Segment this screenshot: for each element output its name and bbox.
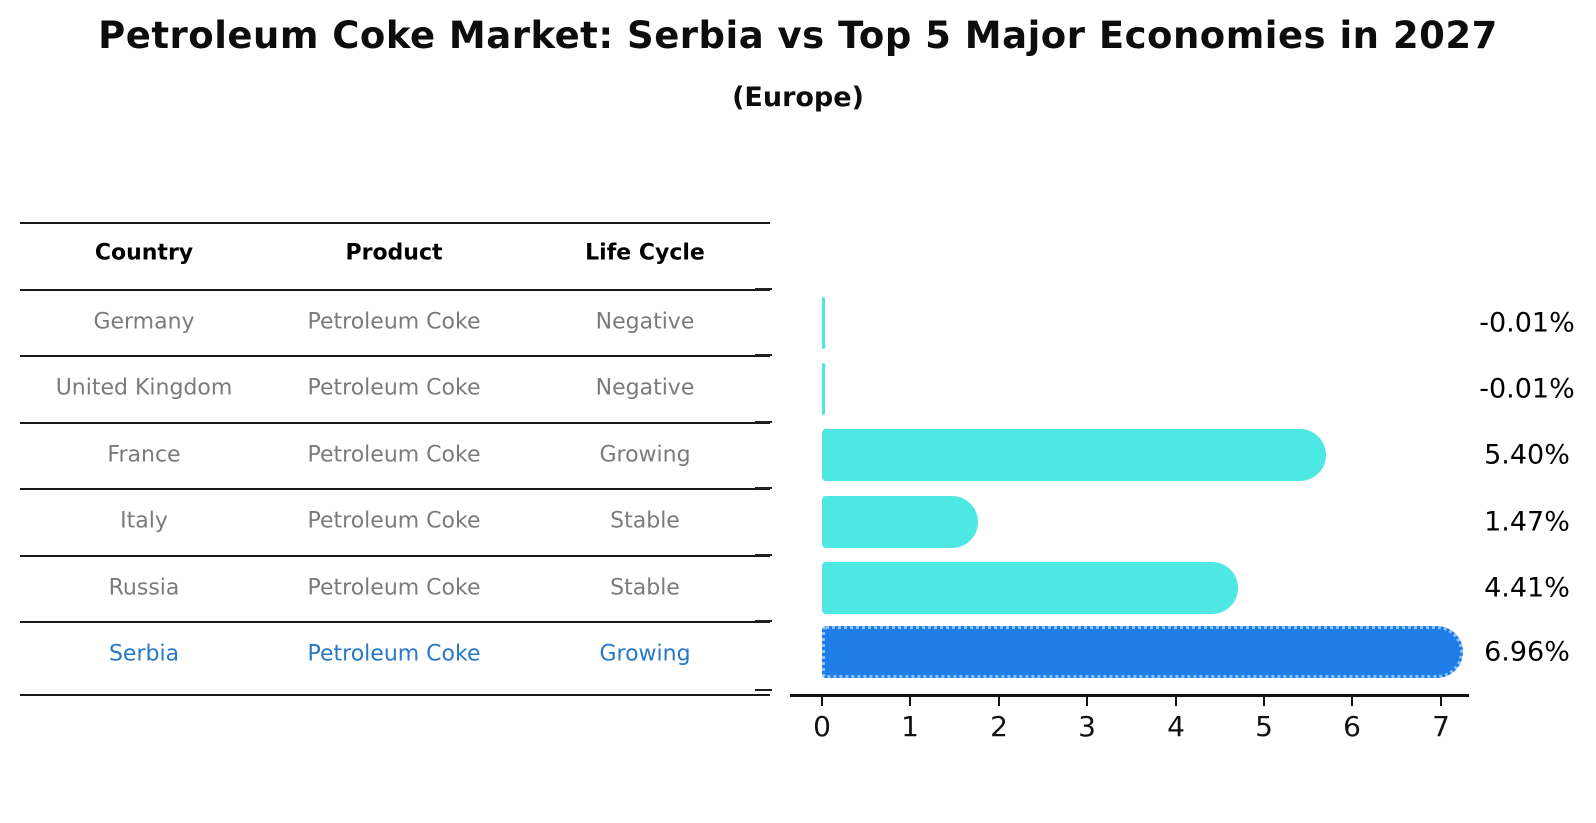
chart-title: Petroleum Coke Market: Serbia vs Top 5 M… (98, 14, 1498, 57)
table-line-top (20, 222, 770, 224)
table-line-bottom (20, 694, 770, 696)
y-tick (755, 421, 772, 423)
table-cell-country: Germany (93, 309, 195, 335)
table-cell-product: Petroleum Coke (307, 508, 481, 534)
table-cell-product-serbia: Petroleum Coke (307, 641, 481, 667)
x-tick-label: 6 (1343, 710, 1361, 743)
x-tick-label: 2 (990, 710, 1008, 743)
y-tick (755, 487, 772, 489)
table-line (20, 488, 770, 490)
table-cell-product: Petroleum Coke (307, 575, 481, 601)
x-tick (909, 697, 911, 706)
value-label: 1.47% (1484, 506, 1570, 538)
table-header-product: Product (345, 240, 443, 266)
value-label: 6.96% (1484, 636, 1570, 668)
x-tick-label: 1 (901, 710, 919, 743)
x-tick (821, 697, 823, 706)
y-tick (755, 354, 772, 356)
y-tick (755, 554, 772, 556)
table-cell-country: Italy (120, 508, 168, 534)
table-cell-lifecycle: Growing (599, 442, 691, 468)
table-line (20, 621, 770, 623)
table-line (20, 355, 770, 357)
value-label: 5.40% (1484, 439, 1570, 471)
y-tick (755, 689, 772, 691)
table-cell-lifecycle: Negative (595, 375, 695, 401)
bar-united-kingdom (822, 363, 825, 415)
table-header-lifecycle: Life Cycle (585, 240, 705, 266)
table-cell-lifecycle: Stable (610, 575, 680, 601)
x-tick (1440, 697, 1442, 706)
bar-serbia (822, 626, 1464, 678)
bar-france (822, 429, 1326, 481)
x-tick (1263, 697, 1265, 706)
table-cell-lifecycle: Negative (595, 309, 695, 335)
table-line (20, 555, 770, 557)
table-cell-lifecycle-serbia: Growing (599, 641, 691, 667)
bar-germany (822, 297, 825, 349)
y-tick (755, 288, 772, 290)
x-tick (998, 697, 1000, 706)
x-tick (1351, 697, 1353, 706)
x-tick-label: 5 (1255, 710, 1273, 743)
x-tick (1086, 697, 1088, 706)
x-tick-label: 7 (1432, 710, 1450, 743)
table-line (20, 289, 770, 291)
table-cell-product: Petroleum Coke (307, 309, 481, 335)
table-cell-product: Petroleum Coke (307, 375, 481, 401)
value-label: 4.41% (1484, 572, 1570, 604)
table-line (20, 422, 770, 424)
y-tick (755, 620, 772, 622)
table-cell-country: United Kingdom (55, 375, 233, 401)
value-label: -0.01% (1479, 373, 1575, 405)
x-tick-label: 4 (1167, 710, 1185, 743)
table-cell-lifecycle: Stable (610, 508, 680, 534)
value-label: -0.01% (1479, 307, 1575, 339)
x-axis-line (790, 694, 1469, 697)
table-cell-country: France (107, 442, 181, 468)
x-tick (1175, 697, 1177, 706)
table-cell-country-serbia: Serbia (108, 641, 180, 667)
table-cell-country: Russia (108, 575, 180, 601)
bar-russia (822, 562, 1238, 614)
table-header-country: Country (94, 240, 194, 266)
table-cell-product: Petroleum Coke (307, 442, 481, 468)
bar-italy (822, 496, 978, 548)
x-tick-label: 0 (813, 710, 831, 743)
chart-subtitle: (Europe) (732, 82, 864, 113)
x-tick-label: 3 (1078, 710, 1096, 743)
